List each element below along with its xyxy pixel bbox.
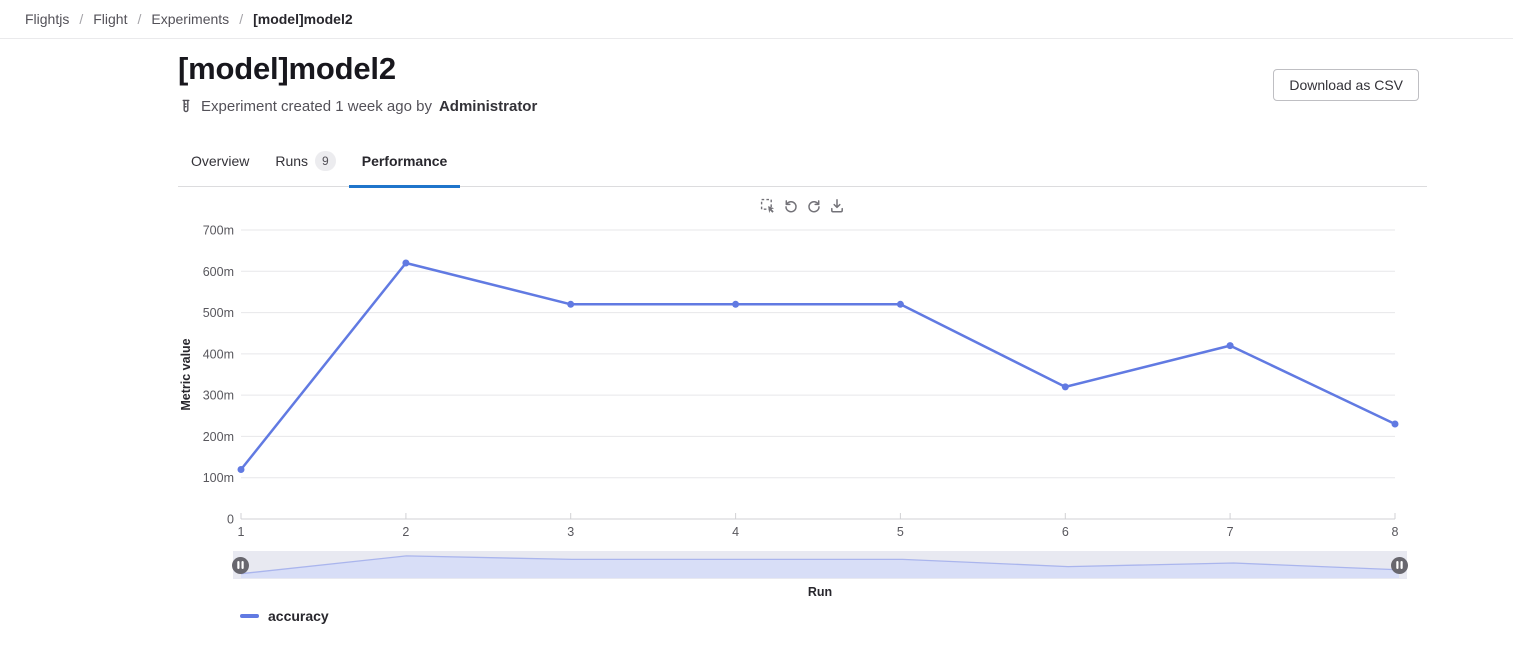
breadcrumb-item--model-model2: [model]model2 <box>253 11 353 27</box>
tab-badge-count: 9 <box>315 151 336 171</box>
breadcrumb-item-flightjs[interactable]: Flightjs <box>25 11 70 27</box>
svg-text:400m: 400m <box>203 347 234 361</box>
legend-item-accuracy[interactable]: accuracy <box>240 608 1427 624</box>
svg-text:5: 5 <box>897 525 904 539</box>
svg-text:300m: 300m <box>203 389 234 403</box>
x-axis-label: Run <box>807 585 833 599</box>
performance-line-chart[interactable]: 1 2 3 4 5 6 7 8 0 100m 200m 300m 400m 500m 600m 700m Met… <box>178 221 1427 540</box>
breadcrumb-separator: / <box>79 11 84 27</box>
tab-performance[interactable]: Performance <box>348 142 461 188</box>
legend-label: accuracy <box>268 608 329 624</box>
undo-icon[interactable] <box>783 198 799 214</box>
download-icon[interactable] <box>829 198 845 214</box>
meta-author: Administrator <box>438 98 538 115</box>
svg-text:8: 8 <box>1392 525 1399 539</box>
experiment-meta: Experiment created 1 week ago by Adminis… <box>178 98 1427 115</box>
range-slider-left-handle[interactable] <box>232 556 249 574</box>
svg-text:600m: 600m <box>203 265 234 279</box>
test-tube-icon <box>178 99 194 115</box>
tab-bar: Overview Runs 9 Performance <box>178 142 1427 188</box>
svg-text:200m: 200m <box>203 430 234 444</box>
breadcrumb-separator: / <box>137 11 142 27</box>
svg-text:4: 4 <box>732 525 739 539</box>
svg-text:1: 1 <box>238 525 245 539</box>
range-slider-right-handle[interactable] <box>1391 556 1408 574</box>
redo-icon[interactable] <box>806 198 822 214</box>
tab-label: Runs <box>275 152 309 169</box>
tab-label: Performance <box>361 152 448 169</box>
page-title: [model]model2 <box>178 51 396 86</box>
svg-text:500m: 500m <box>203 306 234 320</box>
breadcrumb-item-experiments[interactable]: Experiments <box>151 11 230 27</box>
svg-text:2: 2 <box>402 525 409 539</box>
tab-label: Overview <box>191 152 250 169</box>
breadcrumb-separator: / <box>239 11 244 27</box>
svg-text:0: 0 <box>227 513 234 527</box>
chart-range-slider[interactable] <box>232 551 1408 579</box>
marquee-zoom-icon[interactable] <box>760 198 776 214</box>
legend-line-marker <box>240 614 259 618</box>
tab-runs[interactable]: Runs 9 <box>262 142 348 188</box>
tab-overview[interactable]: Overview <box>178 142 262 188</box>
svg-text:Metric value: Metric value <box>179 338 193 410</box>
breadcrumb-item-flight[interactable]: Flight <box>93 11 128 27</box>
svg-text:6: 6 <box>1062 525 1069 539</box>
svg-text:7: 7 <box>1227 525 1234 539</box>
chart-toolbar <box>178 198 1427 214</box>
main-content: [model]model2 Download as CSV Experiment… <box>178 50 1427 624</box>
svg-text:700m: 700m <box>203 224 234 238</box>
breadcrumb: Flightjs / Flight / Experiments / [model]model… <box>0 0 1513 39</box>
svg-text:3: 3 <box>567 525 574 539</box>
svg-text:100m: 100m <box>203 471 234 485</box>
download-csv-button[interactable]: Download as CSV <box>1273 69 1419 101</box>
meta-text: Experiment created 1 week ago by <box>201 98 432 115</box>
